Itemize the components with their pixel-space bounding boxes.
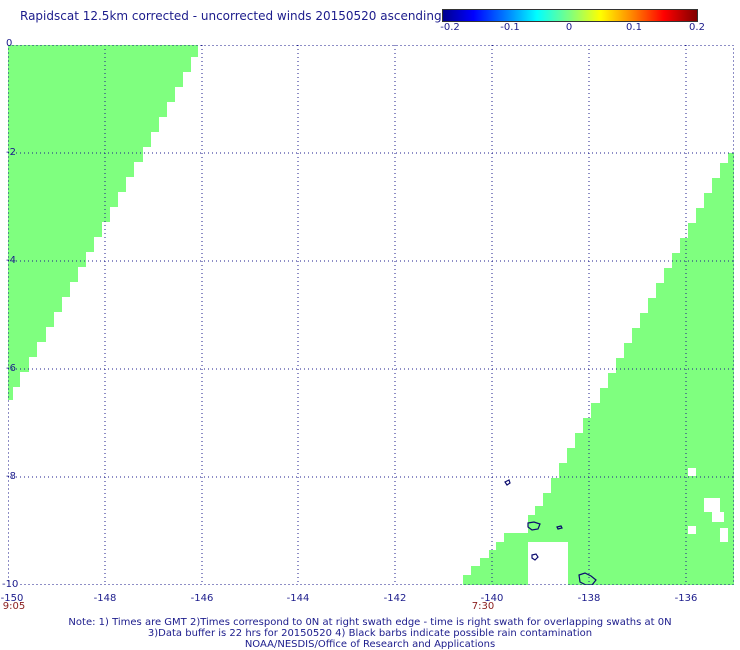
footnote-line-2: 3)Data buffer is 22 hrs for 20150520 4) … xyxy=(147,628,593,639)
footnote-line-1: Note: 1) Times are GMT 2)Times correspon… xyxy=(68,617,672,628)
pass-time-label: 7:30 xyxy=(471,601,495,612)
data-gaps xyxy=(504,468,728,585)
credit-line: NOAA/NESDIS/Office of Research and Appli… xyxy=(244,639,496,650)
colorbar-tick: 0.1 xyxy=(626,22,642,33)
y-tick-label: 0 xyxy=(6,38,13,49)
y-tick-label: -4 xyxy=(6,255,16,266)
colorbar-tick: -0.2 xyxy=(440,22,460,33)
colorbar xyxy=(442,9,698,22)
y-tick-label: -2 xyxy=(6,147,16,158)
swath-left xyxy=(8,45,198,400)
map-title: Rapidscat 12.5km corrected - uncorrected… xyxy=(20,9,442,23)
map-svg xyxy=(8,45,734,585)
x-tick-label: -148 xyxy=(93,593,117,604)
colorbar-tick: 0 xyxy=(565,22,573,33)
x-tick-label: -140 xyxy=(480,593,504,604)
colorbar-tick: 0.2 xyxy=(689,22,705,33)
y-tick-label: -10 xyxy=(2,579,19,590)
grid-lines xyxy=(8,45,734,585)
x-tick-label: -146 xyxy=(190,593,214,604)
x-tick-label: -142 xyxy=(383,593,407,604)
y-tick-label: -8 xyxy=(6,471,16,482)
x-tick-label: -136 xyxy=(674,593,698,604)
y-tick-label: -6 xyxy=(6,363,16,374)
pass-time-label: 9:05 xyxy=(2,601,26,612)
map-panel xyxy=(8,45,734,585)
land-outlines xyxy=(504,479,597,585)
x-tick-label: -138 xyxy=(577,593,601,604)
x-tick-label: -144 xyxy=(286,593,310,604)
x-tick-label: -150 xyxy=(0,593,24,604)
swath-right xyxy=(463,153,734,585)
colorbar-tick: -0.1 xyxy=(500,22,520,33)
